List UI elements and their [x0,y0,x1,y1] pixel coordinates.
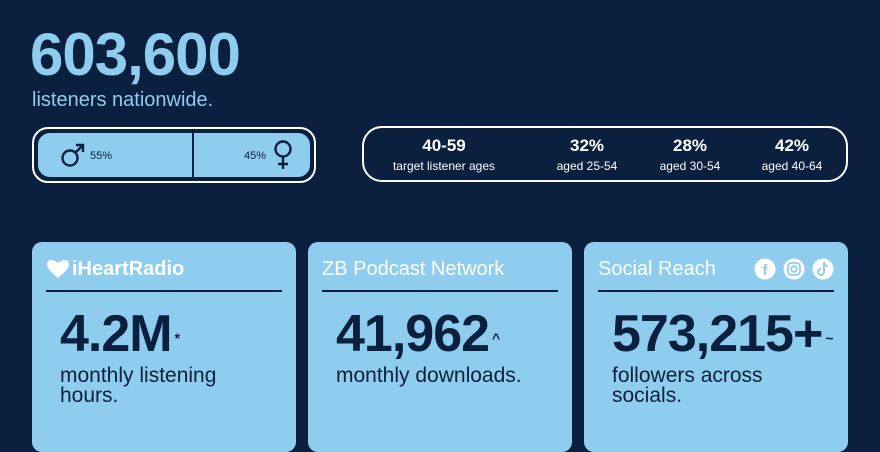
value: 573,215+ [612,305,823,363]
age-label: target listener ages [392,159,496,173]
card-caption: monthly listening hours. [60,364,217,407]
age-value: 28% [672,136,708,155]
rule [322,290,558,292]
card-caption: followers across socials. [612,364,763,407]
svg-text:f: f [763,262,769,279]
value: 4.2M [60,305,173,363]
divider [192,133,194,177]
caption-line: hours. [60,384,119,407]
value: 41,962 [336,305,490,363]
caption-line: monthly downloads. [336,364,522,387]
age-box: 40-59 target listener ages 32% aged 25-5… [362,126,848,182]
card-value: 41,962 ^ [336,304,500,364]
age-label: aged 30-54 [659,159,721,173]
social-icons: f [754,258,834,280]
card: Social Reach f 573,215+ ~ followers acros… [584,242,848,452]
male-share: 55% [90,150,113,162]
card-value: 4.2M * [60,304,181,364]
card-title: iHeartRadio [72,258,185,280]
age-value: 40-59 [422,136,466,155]
gender-box: 55% 45% [32,127,316,183]
card-title: ZB Podcast Network [322,258,505,280]
rule [598,290,834,292]
note: ~ [825,330,833,346]
card: iHeartRadio 4.2M * monthly listening hours… [32,242,296,452]
age-group: 42% aged 40-64 [717,128,867,173]
female-icon [274,140,292,169]
age-label: aged 25-54 [556,159,618,173]
card-value: 573,215+ ~ [612,304,834,364]
iheart-icon [47,260,69,278]
headline-value: 603,600 [30,21,241,88]
gender-inner: 55% 45% [37,132,311,178]
age-value: 32% [569,136,605,155]
note: * [174,330,181,346]
headline-caption: listeners nationwide. [32,89,214,111]
note: ^ [492,330,500,346]
age-label: aged 40-64 [761,159,823,173]
male-icon [61,143,85,167]
caption-line: socials. [612,384,683,407]
age-value: 42% [774,136,810,155]
card-title: Social Reach [598,258,716,280]
card-caption: monthly downloads. [336,364,522,387]
card: ZB Podcast Network 41,962 ^ monthly downl… [308,242,572,452]
age-group: 32% aged 25-54 [512,128,662,173]
caption-line: monthly listening [60,364,217,387]
caption-line: followers across [612,364,763,387]
female-share: 45% [244,150,267,162]
age-group: 28% aged 30-54 [615,128,765,173]
age-target: 40-59 target listener ages [369,128,519,173]
page: 603,600 listeners nationwide. 55% 45% 40… [30,21,848,452]
rule [46,290,282,292]
